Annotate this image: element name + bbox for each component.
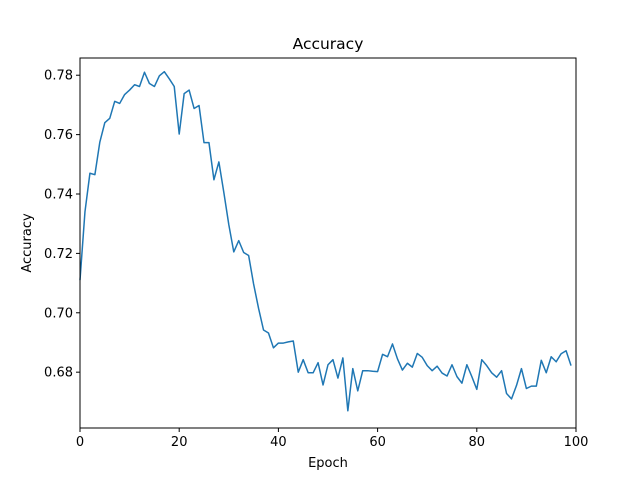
y-tick-label: 0.68: [44, 366, 73, 381]
line-layer: [79, 70, 572, 412]
x-tick-label: 20: [171, 435, 188, 450]
x-axis: 0 20 40 60 80 100: [76, 428, 589, 450]
y-tick-label: 0.70: [44, 306, 73, 321]
series-line-0: [79, 70, 572, 412]
y-tick-label: 0.74: [44, 188, 73, 203]
x-tick-label: 80: [469, 435, 486, 450]
y-axis-title: Accuracy: [20, 213, 35, 273]
y-tick-label: 0.78: [44, 69, 73, 84]
x-axis-title: Epoch: [308, 456, 348, 471]
chart-title: Accuracy: [293, 35, 364, 53]
x-tick-label: 0: [76, 435, 84, 450]
plot-frame: [79, 57, 577, 429]
y-tick-label: 0.72: [44, 247, 73, 262]
x-tick-label: 60: [369, 435, 386, 450]
y-axis: 0.68 0.70 0.72 0.74 0.76 0.78: [44, 69, 80, 381]
y-tick-label: 0.76: [44, 128, 73, 143]
x-tick-label: 100: [564, 435, 589, 450]
x-tick-label: 40: [270, 435, 287, 450]
